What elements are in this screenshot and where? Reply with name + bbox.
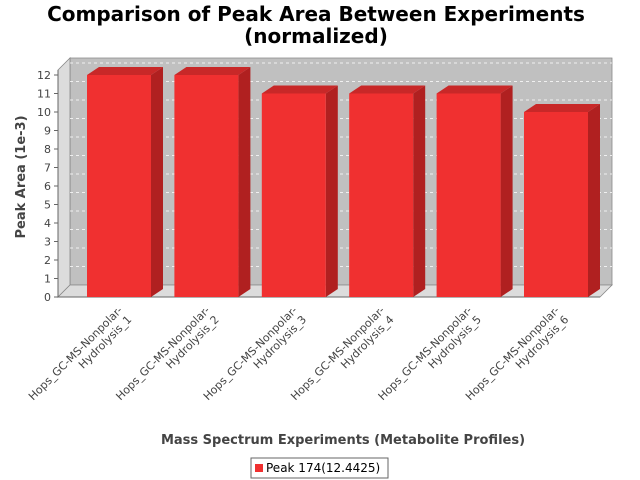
y-tick-label: 2 [44, 254, 51, 267]
y-tick-label: 0 [44, 291, 51, 304]
y-tick-label: 7 [44, 162, 51, 175]
y-tick-label: 8 [44, 143, 51, 156]
bar-top [261, 85, 338, 94]
y-tick-label: 10 [37, 106, 51, 119]
bar-side [413, 85, 426, 297]
bar-front [87, 75, 151, 297]
y-tick-label: 5 [44, 199, 51, 212]
bar-side [325, 85, 338, 297]
bar-top [524, 104, 600, 112]
bar-side [500, 85, 513, 297]
y-tick-label: 1 [44, 273, 51, 286]
bar [436, 85, 513, 297]
y-tick-label: 3 [44, 236, 51, 249]
y-tick-label: 12 [37, 69, 51, 82]
legend-box [250, 457, 389, 479]
bar-top [174, 67, 251, 75]
y-tick-label: 9 [44, 125, 51, 138]
bar-front [524, 112, 588, 297]
bar-side [151, 67, 163, 297]
bar-top [436, 85, 513, 94]
y-tick-label: 11 [37, 88, 51, 101]
bar-front [174, 75, 239, 297]
bar [261, 85, 338, 297]
bar-side [238, 67, 251, 297]
y-tick-label: 4 [44, 217, 51, 230]
bar-front [261, 93, 326, 297]
legend-swatch [255, 464, 263, 472]
bar [524, 104, 600, 297]
x-axis-title: Mass Spectrum Experiments (Metabolite Pr… [161, 433, 525, 448]
y-axis-title: Peak Area (1e-3) [14, 115, 29, 238]
chart-title-line1: Comparison of Peak Area Between Experime… [47, 2, 585, 26]
bar-top [87, 67, 163, 75]
bar-front [436, 93, 501, 297]
bar-front [349, 93, 414, 297]
bar-top [349, 85, 426, 94]
legend: Peak 174(12.4425) [250, 457, 389, 479]
y-tick-label: 6 [44, 180, 51, 193]
x-axis-categories: Hops_GC-MS-Nonpolar-Hydrolysis_1Hops_GC-… [26, 304, 571, 403]
bars [87, 67, 600, 297]
bar [174, 67, 251, 297]
legend-label: Peak 174(12.4425) [266, 461, 380, 475]
bar [349, 85, 426, 297]
chart-title-line2: (normalized) [244, 24, 388, 48]
bar-side [588, 104, 600, 297]
left-wall [57, 57, 71, 298]
bar [87, 67, 163, 297]
